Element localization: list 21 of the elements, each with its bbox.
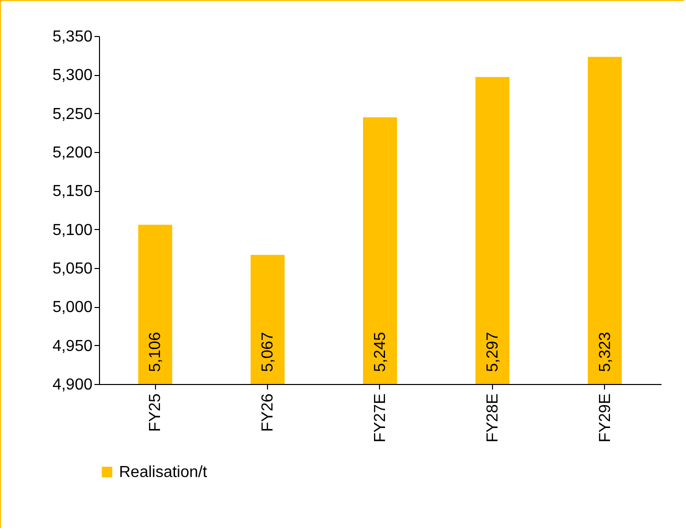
x-tick-label: FY29E [596, 394, 614, 442]
data-label: 5,323 [596, 332, 614, 372]
y-tick-label: 5,050 [52, 260, 93, 278]
y-tick-label: 4,900 [52, 376, 93, 394]
y-tick-label: 5,300 [52, 67, 93, 84]
data-label: 5,106 [147, 332, 164, 372]
data-label: 5,245 [372, 332, 389, 372]
x-tick-label: FY28E [484, 394, 502, 442]
x-tick-label: FY25 [147, 393, 164, 432]
y-tick-label: 5,100 [52, 222, 93, 239]
y-tick-label: 4,950 [52, 338, 93, 355]
data-label: 5,297 [484, 332, 502, 372]
y-tick-label: 5,350 [52, 28, 93, 46]
y-tick-label: 5,200 [52, 144, 93, 162]
data-label: 5,067 [260, 332, 277, 372]
x-tick-label: FY26 [260, 393, 277, 432]
y-tick-label: 5,150 [52, 183, 93, 200]
legend-label: Realisation/t [119, 464, 208, 481]
x-tick-label: FY27E [372, 394, 389, 442]
y-tick-label: 5,000 [52, 299, 93, 316]
y-tick-label: 5,250 [52, 106, 93, 123]
